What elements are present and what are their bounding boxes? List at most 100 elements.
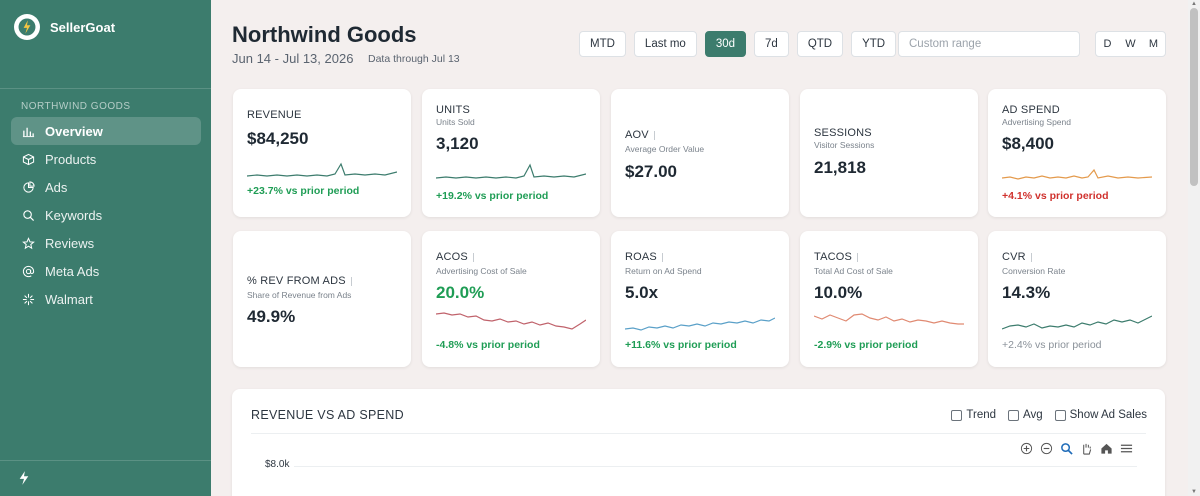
sidebar-item-products[interactable]: Products <box>11 145 201 173</box>
card-value: 21,818 <box>814 158 866 177</box>
sidebar-item-reviews[interactable]: Reviews <box>11 229 201 257</box>
custom-range-input[interactable] <box>898 31 1080 57</box>
trend-toggle-label: Trend <box>966 409 997 421</box>
avg-toggle[interactable]: Avg <box>1008 409 1043 421</box>
kpi-card-revenue[interactable]: REVENUE $84,250 +23.7% vs prior period <box>233 89 411 217</box>
kpi-card-aov[interactable]: AOV Average Order Value $27.00 <box>611 89 789 217</box>
card-sublabel: Units Sold <box>436 117 475 127</box>
card-label: CVR <box>1002 251 1038 263</box>
trend-toggle[interactable]: Trend <box>951 409 996 421</box>
kpi-card-sessions[interactable]: SESSIONS Visitor Sessions 21,818 <box>800 89 978 217</box>
card-sublabel: Visitor Sessions <box>814 140 875 150</box>
data-through-note: Data through Jul 13 <box>368 53 460 65</box>
sidebar-item-label: Ads <box>45 179 68 195</box>
star-icon <box>21 236 35 250</box>
at-sign-icon <box>21 264 35 278</box>
roas-sparkline <box>625 317 775 331</box>
kpi-card-units[interactable]: UNITS Units Sold 3,120 +19.2% vs prior p… <box>422 89 600 217</box>
kpi-card-tacos[interactable]: TACOS Total Ad Cost of Sale 10.0% -2.9% … <box>800 231 978 367</box>
granularity-toggle: D W M <box>1095 31 1166 57</box>
brand[interactable]: SellerGoat <box>14 14 115 40</box>
sidebar-item-label: Keywords <box>45 207 103 223</box>
period-button-mtd[interactable]: MTD <box>579 31 626 57</box>
sidebar-item-label: Overview <box>45 123 103 139</box>
bar-chart-icon <box>21 124 35 138</box>
period-button-last-month[interactable]: Last mo <box>633 31 697 57</box>
card-value: $8,400 <box>1002 134 1054 153</box>
chart-toolbar <box>1019 441 1133 455</box>
granularity-month-button[interactable]: M <box>1148 38 1159 50</box>
granularity-day-button[interactable]: D <box>1103 38 1112 50</box>
card-label: TACOS <box>814 251 864 263</box>
kpi-card-roas[interactable]: ROAS Return on Ad Spend 5.0x +11.6% vs p… <box>611 231 789 367</box>
card-sublabel: Advertising Cost of Sale <box>436 266 527 276</box>
ad-spend-sparkline <box>1002 168 1152 180</box>
card-delta: +23.7% vs prior period <box>247 185 360 197</box>
info-icon[interactable] <box>1030 252 1038 262</box>
brand-logo-icon <box>14 14 40 40</box>
brand-name: SellerGoat <box>50 19 116 35</box>
show-ad-sales-toggle-label: Show Ad Sales <box>1069 409 1147 421</box>
tacos-sparkline <box>814 313 964 325</box>
granularity-week-button[interactable]: W <box>1125 38 1136 50</box>
zoom-out-icon[interactable] <box>1039 441 1053 455</box>
info-icon[interactable] <box>350 276 358 286</box>
card-value: 5.0x <box>625 283 659 302</box>
sidebar-item-ads[interactable]: Ads <box>11 173 201 201</box>
info-icon[interactable] <box>653 130 661 140</box>
zoom-in-icon[interactable] <box>1019 441 1033 455</box>
info-icon[interactable] <box>472 252 480 262</box>
kpi-card-rev-from-ads[interactable]: % REV FROM ADS Share of Revenue from Ads… <box>233 231 411 367</box>
y-axis-tick: $8.0k <box>265 459 290 470</box>
show-ad-sales-checkbox[interactable] <box>1054 409 1066 421</box>
sidebar-item-label: Meta Ads <box>45 263 100 279</box>
panel-title: REVENUE VS AD SPEND <box>251 408 404 422</box>
sidebar-item-meta-ads[interactable]: Meta Ads <box>11 257 201 285</box>
units-sparkline <box>436 163 586 179</box>
sidebar-item-overview[interactable]: Overview <box>11 117 201 145</box>
trend-checkbox[interactable] <box>951 409 963 421</box>
card-value: $27.00 <box>625 162 677 181</box>
page-scrollbar[interactable]: ▲ ▼ <box>1188 0 1200 496</box>
info-icon[interactable] <box>661 252 669 262</box>
card-label-text: ROAS <box>625 251 657 263</box>
revenue-vs-ad-spend-panel: REVENUE VS AD SPEND Trend Avg Show Ad Sa… <box>232 389 1165 496</box>
sidebar-item-walmart[interactable]: Walmart <box>11 285 201 313</box>
sidebar: SellerGoat NORTHWIND GOODS Overview Prod… <box>0 0 211 496</box>
period-button-30d[interactable]: 30d <box>704 31 747 57</box>
card-value: 49.9% <box>247 307 296 326</box>
show-ad-sales-toggle[interactable]: Show Ad Sales <box>1054 409 1147 421</box>
grid-line <box>294 466 1137 467</box>
pan-hand-icon[interactable] <box>1079 441 1093 455</box>
kpi-card-cvr[interactable]: CVR Conversion Rate 14.3% +2.4% vs prior… <box>988 231 1166 367</box>
scrollbar-thumb[interactable] <box>1190 8 1198 186</box>
card-delta: +4.1% vs prior period <box>1002 190 1109 202</box>
magnify-icon[interactable] <box>1059 441 1073 455</box>
card-sublabel: Total Ad Cost of Sale <box>814 266 893 276</box>
scroll-down-arrow-icon[interactable]: ▼ <box>1191 489 1197 495</box>
card-sublabel: Average Order Value <box>625 144 705 154</box>
card-value: $84,250 <box>247 129 309 148</box>
card-label: ROAS <box>625 251 669 263</box>
period-button-ytd[interactable]: YTD <box>851 31 897 57</box>
home-icon[interactable] <box>1099 441 1113 455</box>
card-sublabel: Return on Ad Spend <box>625 266 702 276</box>
period-button-7d[interactable]: 7d <box>754 31 789 57</box>
period-selector: MTD Last mo 30d 7d QTD YTD <box>579 31 897 57</box>
sidebar-item-keywords[interactable]: Keywords <box>11 201 201 229</box>
info-icon[interactable] <box>857 252 864 262</box>
avg-checkbox[interactable] <box>1008 409 1020 421</box>
period-button-qtd[interactable]: QTD <box>796 31 844 57</box>
sidebar-item-label: Reviews <box>45 235 95 251</box>
kpi-card-ad-spend[interactable]: AD SPEND Advertising Spend $8,400 +4.1% … <box>988 89 1166 217</box>
menu-icon[interactable] <box>1119 441 1133 455</box>
card-label-text: CVR <box>1002 251 1026 263</box>
card-value: 3,120 <box>436 134 479 153</box>
card-label: UNITS <box>436 104 470 116</box>
kpi-card-acos[interactable]: ACOS Advertising Cost of Sale 20.0% -4.8… <box>422 231 600 367</box>
cvr-sparkline <box>1002 315 1152 330</box>
scroll-up-arrow-icon[interactable]: ▲ <box>1191 1 1197 7</box>
card-value: 20.0% <box>436 283 485 302</box>
card-label: REVENUE <box>247 109 302 121</box>
sidebar-divider <box>0 460 211 461</box>
